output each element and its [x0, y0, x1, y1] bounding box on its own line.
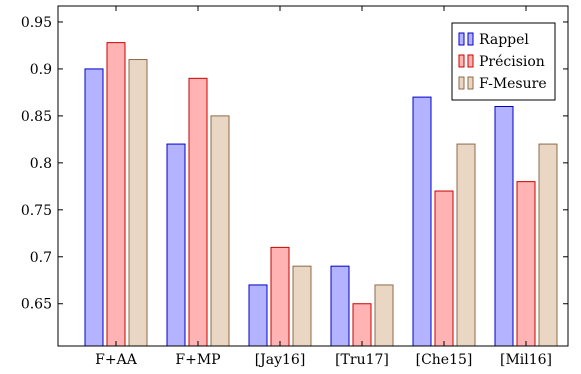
bar-2-3 — [270, 246, 290, 347]
x-tick-label: [Jay16] — [255, 352, 306, 368]
bar-3-4 — [374, 284, 394, 347]
bar-2-4 — [352, 303, 372, 347]
bar-3-5 — [456, 143, 476, 347]
y-tick-label: 0.7 — [30, 250, 52, 266]
legend-label-3: F-Mesure — [479, 76, 547, 92]
bar-1-6 — [494, 105, 514, 347]
legend-label-2: Précision — [479, 54, 545, 70]
y-tick-labels: 0.65 0.7 0.75 0.8 0.85 0.9 0.95 — [21, 15, 52, 313]
y-tick-label: 0.8 — [30, 156, 52, 172]
axis-ticks — [58, 6, 568, 346]
bar-3-1 — [128, 59, 148, 347]
legend-swatch-1b — [467, 32, 474, 46]
bar-2-5 — [434, 190, 454, 347]
bar-1-5 — [412, 96, 432, 347]
legend-swatch-3a — [458, 76, 465, 90]
bar-1-2 — [166, 143, 186, 347]
legend-swatch-2a — [458, 54, 465, 68]
bar-1-3 — [248, 284, 268, 347]
plot-frame — [57, 5, 569, 347]
legend-swatch-2b — [467, 54, 474, 68]
y-tick-label: 0.65 — [21, 297, 52, 313]
x-tick-label: [Mil16] — [500, 352, 552, 368]
x-tick-label: [Tru17] — [335, 352, 389, 368]
y-tick-label: 0.85 — [21, 109, 52, 125]
bar-3-6 — [538, 143, 558, 347]
bar-2-6 — [516, 181, 536, 347]
bar-2-1 — [106, 42, 126, 347]
y-tick-label: 0.9 — [30, 62, 52, 78]
y-tick-label: 0.75 — [21, 203, 52, 219]
x-tick-label: [Che15] — [416, 352, 473, 368]
legend-swatch-3b — [467, 76, 474, 90]
legend: Rappel Précision F-Mesure — [451, 22, 556, 101]
y-tick-label: 0.95 — [21, 15, 52, 31]
bars-layer — [84, 42, 558, 347]
bar-1-1 — [84, 68, 104, 347]
bar-3-2 — [210, 115, 230, 347]
bar-3-3 — [292, 265, 312, 347]
x-tick-labels: F+AA F+MP [Jay16] [Tru17] [Che15] [Mil16] — [95, 352, 552, 368]
bar-1-4 — [330, 265, 350, 347]
x-tick-label: F+MP — [175, 352, 220, 368]
legend-label-1: Rappel — [479, 32, 529, 48]
x-tick-label: F+AA — [95, 352, 138, 368]
bar-2-2 — [188, 77, 208, 347]
legend-swatch-1a — [458, 32, 465, 46]
